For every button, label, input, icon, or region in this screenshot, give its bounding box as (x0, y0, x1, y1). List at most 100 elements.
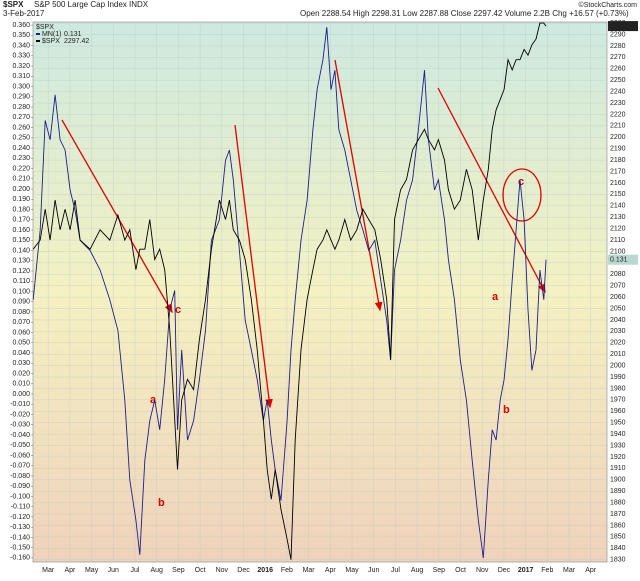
y2-tick-label: 2080 (610, 271, 626, 278)
subtitle: S&P 500 Large Cap Index INDX (34, 0, 149, 9)
y-tick-label: 0.170 (12, 217, 30, 224)
y2-tick-label: 1950 (610, 420, 626, 427)
y-tick-label: 0.340 (12, 42, 30, 49)
date: 3-Feb-2017 (3, 9, 45, 18)
y2-tick-label: 2050 (610, 305, 626, 312)
x-tick-label: Sep (172, 567, 185, 574)
x-tick-label: Nov (216, 567, 229, 574)
y-tick-label: 0.070 (12, 319, 30, 326)
x-tick-label: 2016 (257, 567, 273, 574)
y2-tick-label: 2040 (610, 317, 626, 324)
legend-value: 2297.42 (64, 38, 89, 45)
x-tick-label: May (345, 567, 359, 574)
y2-tick-label: 2120 (610, 225, 626, 232)
y2-tick-label: 2020 (610, 340, 626, 347)
y2-tick-label: 2100 (610, 248, 626, 255)
y-tick-label: 0.210 (12, 176, 30, 183)
y-tick-label: 0.060 (12, 329, 30, 336)
y-tick-label: 0.090 (12, 299, 30, 306)
y2-tick-label: 1850 (610, 534, 626, 541)
x-tick-label: Apr (585, 567, 597, 574)
y2-tick-label: 2250 (610, 77, 626, 84)
x-tick-label: 2017 (518, 567, 534, 574)
y2-tick-label: 2150 (610, 191, 626, 198)
y-tick-label: -0.150 (10, 544, 30, 551)
arrow (437, 87, 546, 294)
x-tick-label: Jun (368, 567, 379, 574)
y2-tick-label: 1890 (610, 488, 626, 495)
x-tick-label: Jul (391, 567, 400, 574)
y2-tick-label: 1970 (610, 397, 626, 404)
y2-tick-label: 1930 (610, 442, 626, 449)
y2-tick-label: 2130 (610, 214, 626, 221)
y2-tick-label: 2240 (610, 88, 626, 95)
y2-tick-label: 2220 (610, 111, 626, 118)
last-value-badge (608, 21, 638, 32)
y-tick-label: -0.080 (10, 473, 30, 480)
y2-tick-label: 2270 (610, 54, 626, 61)
y-tick-label: 0.290 (12, 94, 30, 101)
y-tick-label: -0.050 (10, 442, 30, 449)
y2-tick-label: 2070 (610, 283, 626, 290)
x-tick-label: Aug (411, 567, 424, 574)
y2-tick-label: 2030 (610, 328, 626, 335)
y2-tick-label: 2230 (610, 100, 626, 107)
x-tick-label: Mar (303, 567, 316, 574)
y2-tick-label: 2110 (610, 237, 625, 244)
x-tick-label: Oct (195, 567, 206, 574)
y-tick-label: 0.020 (12, 370, 30, 377)
y2-tick-label: 2000 (610, 362, 626, 369)
arrow (61, 119, 173, 314)
y2-tick-label: 2160 (610, 180, 626, 187)
y2-tick-label: 1830 (610, 557, 626, 564)
annotation: c (175, 304, 181, 316)
y-tick-label: -0.160 (10, 555, 30, 562)
y2-tick-label: 1900 (610, 477, 626, 484)
last-value-label: 2297.42 (610, 23, 635, 30)
y2-tick-label: 1840 (610, 545, 626, 552)
y2-tick-label: 2180 (610, 157, 626, 164)
y2-tick-label: 1990 (610, 374, 626, 381)
y-tick-label: 0.150 (12, 237, 30, 244)
y-tick-label: 0.190 (12, 196, 30, 203)
y-tick-label: 0.270 (12, 114, 30, 121)
y-tick-label: -0.130 (10, 524, 30, 531)
x-tick-label: Feb (281, 567, 293, 574)
x-tick-label: Apr (325, 567, 337, 574)
y-tick-label: -0.070 (10, 463, 30, 470)
legend-label: MN(1) (42, 31, 61, 38)
y-tick-label: -0.040 (10, 432, 30, 439)
series-line (32, 22, 547, 560)
y2-tick-label: 1960 (610, 408, 626, 415)
annotation: b (503, 404, 510, 416)
y-tick-label: -0.090 (10, 483, 30, 490)
y-tick-label: 0.280 (12, 104, 30, 111)
y-tick-label: -0.110 (11, 504, 30, 511)
y-tick-label: 0.320 (12, 63, 30, 70)
y-tick-label: 0.110 (13, 278, 30, 285)
series-line (32, 27, 547, 558)
x-tick-label: Mar (42, 567, 55, 574)
arrow (334, 59, 383, 312)
source: ©StockCharts.com (579, 1, 638, 9)
x-tick-label: Nov (476, 567, 489, 574)
y2-tick-label: 1920 (610, 454, 626, 461)
y2-tick-label: 2060 (610, 294, 626, 301)
x-tick-label: Apr (64, 567, 76, 574)
last-value-badge (608, 254, 638, 265)
y2-tick-label: 2200 (610, 134, 626, 141)
y-tick-label: -0.030 (10, 422, 30, 429)
arrow (234, 124, 273, 409)
y2-tick-label: 2280 (610, 43, 626, 50)
y-tick-label: 0.050 (12, 340, 30, 347)
circle (502, 168, 542, 222)
y-tick-label: 0.350 (12, 32, 30, 39)
y-tick-label: 0.220 (12, 165, 30, 172)
y-tick-label: 0.080 (12, 309, 30, 316)
x-tick-label: Jun (108, 567, 119, 574)
annotation: a (492, 291, 499, 303)
y-tick-label: 0.140 (12, 247, 30, 254)
y-tick-label: 0.040 (12, 350, 30, 357)
annotation: c (518, 176, 524, 188)
